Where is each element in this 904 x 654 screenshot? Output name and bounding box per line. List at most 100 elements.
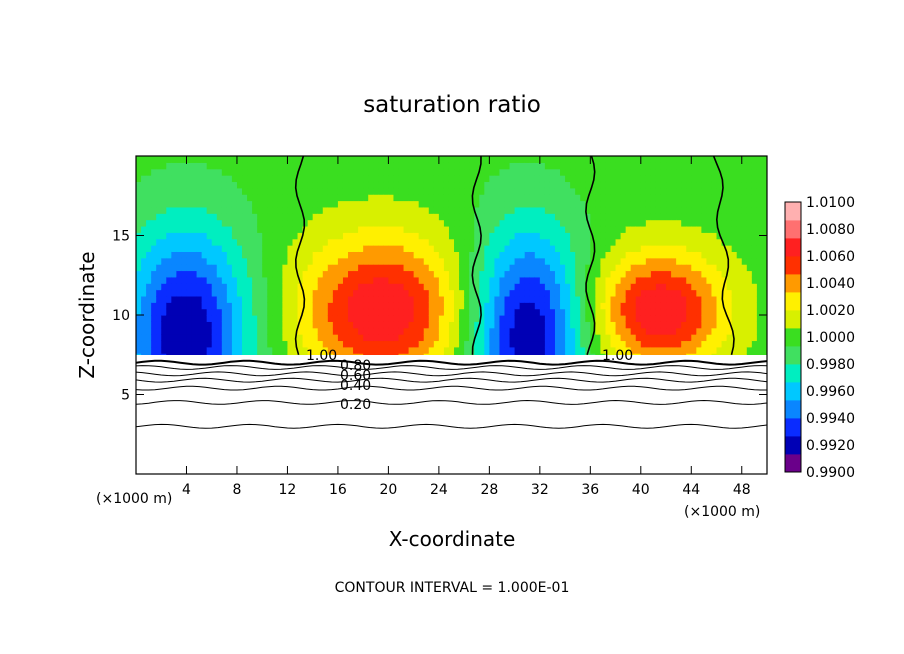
field-cell — [236, 181, 243, 189]
field-cell — [282, 315, 289, 322]
field-cell — [216, 213, 223, 221]
field-cell — [257, 340, 263, 348]
field-cell — [625, 289, 632, 297]
field-cell — [307, 200, 314, 208]
field-cell — [580, 334, 586, 342]
field-cell — [433, 283, 440, 291]
field-cell — [731, 156, 738, 163]
x-axis-unit-right: (×1000 m) — [684, 504, 760, 520]
field-cell — [519, 175, 526, 183]
plot-area: 1.00 0.80 0.60 0.40 0.20 1.00 4 8 12 16 20 24… — [112, 155, 768, 498]
field-cell — [408, 334, 415, 342]
field-cell — [696, 175, 702, 183]
field-cell — [226, 162, 233, 170]
field-cell — [201, 295, 208, 303]
field-cell — [499, 289, 506, 297]
field-cell — [146, 162, 152, 170]
field-cell — [539, 270, 546, 278]
field-cell — [363, 225, 369, 233]
field-cell — [383, 251, 389, 259]
field-cell — [398, 232, 405, 240]
field-cell — [342, 315, 349, 322]
field-cell — [464, 327, 470, 335]
field-cell — [666, 245, 672, 252]
field-cell — [459, 264, 465, 272]
field-cell — [761, 283, 767, 291]
field-cell — [378, 181, 384, 189]
field-cell — [247, 257, 253, 265]
field-cell — [489, 257, 496, 265]
field-cell — [221, 295, 228, 303]
field-cell — [201, 251, 208, 259]
field-cell — [196, 264, 203, 272]
field-cell — [625, 194, 632, 202]
field-cell — [595, 206, 602, 214]
field-cell — [196, 225, 203, 233]
field-cell — [514, 308, 521, 316]
field-cell — [191, 346, 198, 354]
field-cell — [671, 302, 677, 310]
field-cell — [721, 175, 728, 183]
field-cell — [332, 225, 339, 233]
field-cell — [262, 346, 268, 354]
field-cell — [625, 346, 632, 354]
field-cell — [408, 289, 415, 297]
field-cell — [191, 162, 198, 170]
field-cell — [751, 181, 758, 189]
field-cell — [302, 283, 309, 291]
field-cell — [383, 175, 389, 183]
field-cell — [600, 283, 607, 291]
field-cell — [448, 302, 455, 310]
field-cell — [484, 334, 490, 342]
field-cell — [257, 334, 263, 342]
contour-interval-note: CONTOUR INTERVAL = 1.000E-01 — [335, 580, 570, 596]
field-cell — [610, 276, 617, 284]
field-cell — [655, 315, 662, 322]
field-cell — [554, 162, 561, 170]
field-cell — [221, 315, 228, 322]
field-cell — [469, 289, 475, 297]
field-cell — [504, 219, 511, 227]
field-cell — [358, 162, 364, 170]
field-cell — [635, 168, 642, 176]
field-cell — [625, 232, 632, 240]
field-cell — [645, 187, 652, 195]
field-cell — [534, 340, 541, 348]
field-cell — [332, 156, 339, 163]
field-cell — [221, 346, 228, 354]
field-cell — [635, 289, 642, 297]
field-cell — [448, 346, 455, 354]
field-cell — [236, 194, 243, 202]
field-cell — [625, 156, 632, 163]
field-cell — [196, 238, 203, 246]
field-cell — [201, 219, 208, 227]
field-cell — [686, 187, 692, 195]
field-cell — [454, 238, 460, 246]
field-cell — [534, 213, 541, 221]
field-cell — [509, 162, 516, 170]
field-cell — [443, 276, 450, 284]
field-cell — [277, 213, 283, 221]
field-cell — [575, 162, 581, 170]
field-cell — [393, 264, 400, 272]
field-cell — [226, 194, 233, 202]
field-cell — [504, 264, 511, 272]
field-cell — [242, 168, 248, 176]
field-cell — [696, 162, 702, 170]
field-cell — [448, 194, 455, 202]
field-cell — [312, 245, 319, 252]
field-cell — [585, 156, 591, 163]
field-cell — [459, 270, 465, 278]
field-cell — [176, 194, 183, 202]
field-cell — [393, 334, 400, 342]
field-cell — [650, 162, 657, 170]
field-cell — [312, 187, 319, 195]
field-cell — [645, 219, 652, 227]
field-cell — [565, 213, 571, 221]
field-cell — [282, 175, 289, 183]
field-cell — [242, 264, 248, 272]
field-cell — [635, 175, 642, 183]
field-cell — [671, 156, 677, 163]
field-cell — [489, 302, 496, 310]
field-cell — [459, 187, 465, 195]
